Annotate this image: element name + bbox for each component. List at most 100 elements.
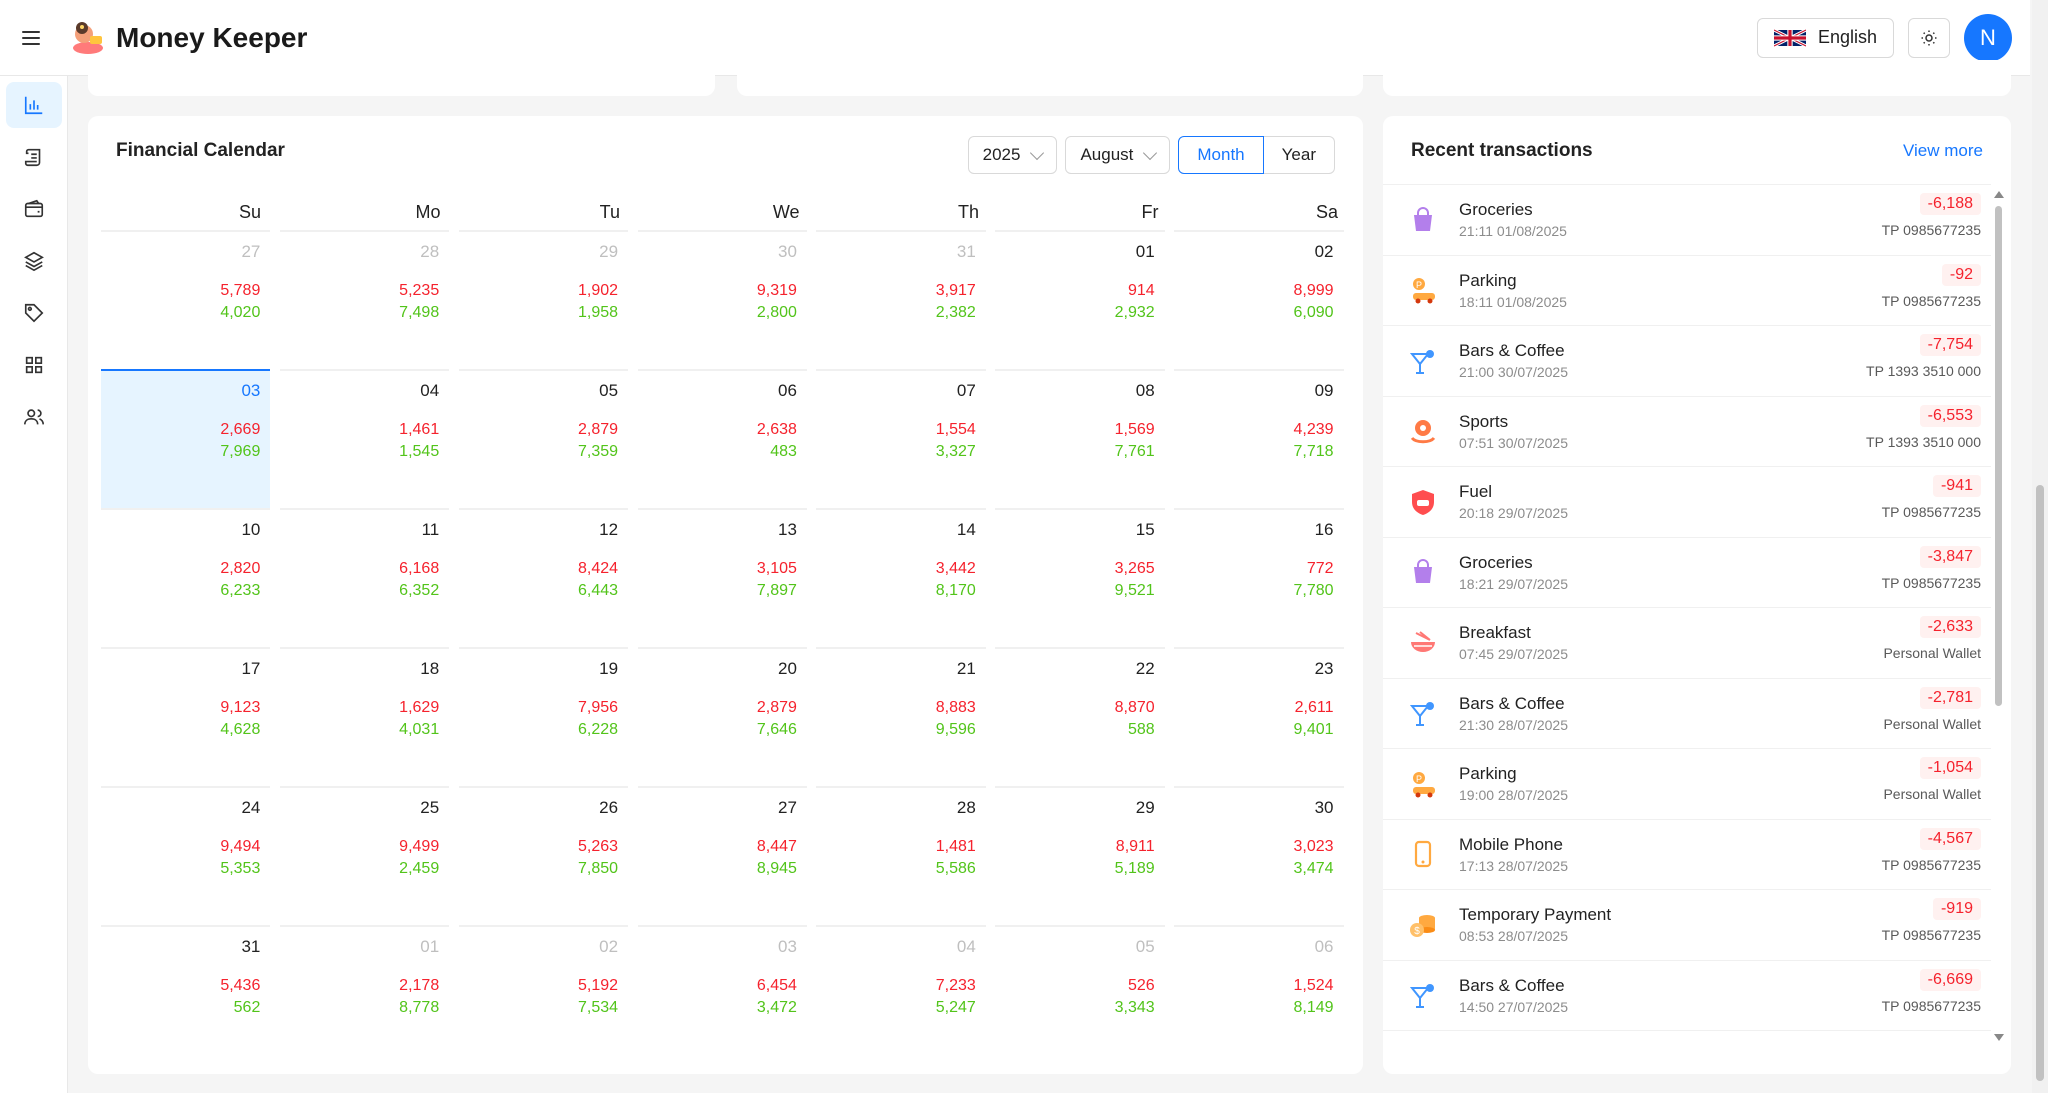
calendar-day-cell[interactable]: 07 1,554 3,327 <box>816 369 986 508</box>
day-number: 06 <box>1314 937 1334 956</box>
sidebar-item-wallets[interactable] <box>6 186 62 232</box>
calendar-day-cell[interactable]: 27 5,789 4,020 <box>101 230 271 369</box>
calendar-grid: 27 5,789 4,020 28 5,235 7,498 29 1,902 1,958 30 9,… <box>101 230 1353 1064</box>
calendar-day-cell[interactable]: 01 914 2,932 <box>995 230 1165 369</box>
calendar-day-cell[interactable]: 21 8,883 9,596 <box>816 647 986 786</box>
calendar-day-cell[interactable]: 04 7,233 5,247 <box>816 925 986 1064</box>
transaction-category: Groceries <box>1459 552 1533 572</box>
calendar-day-cell[interactable]: 03 6,454 3,472 <box>637 925 807 1064</box>
calendar-day-cell[interactable]: 25 9,499 2,459 <box>279 786 450 925</box>
calendar-day-cell[interactable]: 02 5,192 7,534 <box>458 925 629 1064</box>
view-more-link[interactable]: View more <box>1903 141 1983 160</box>
day-number: 29 <box>1135 798 1155 817</box>
day-income: 6,228 <box>578 721 619 738</box>
sidebar-item-transactions[interactable] <box>6 134 62 180</box>
transaction-row[interactable]: Sports 07:51 30/07/2025 -6,553 TP 1393 3510… <box>1383 397 1991 467</box>
calendar-day-cell[interactable]: 06 2,638 483 <box>637 369 807 508</box>
day-number: 13 <box>778 520 797 539</box>
transaction-row[interactable]: Fuel 20:18 29/07/2025 -941 TP 0985677235 <box>1383 467 1991 538</box>
day-number: 26 <box>599 798 619 817</box>
transaction-row[interactable]: Breakfast 07:45 29/07/2025 -2,633 Personal … <box>1383 608 1991 679</box>
calendar-day-cell[interactable]: 31 3,917 2,382 <box>816 230 986 369</box>
view-month-button[interactable]: Month <box>1178 136 1264 174</box>
weekday-label: We <box>772 202 800 222</box>
transaction-row[interactable]: P Parking 18:11 01/08/2025 -92 TP 0985677235 <box>1383 256 1991 326</box>
calendar-day-cell[interactable]: 05 526 3,343 <box>995 925 1165 1064</box>
calendar-day-cell[interactable]: 10 2,820 6,233 <box>101 508 271 647</box>
calendar-day-cell[interactable]: 16 772 7,780 <box>1174 508 1344 647</box>
theme-toggle-button[interactable] <box>1908 17 1950 58</box>
calendar-day-cell[interactable]: 15 3,265 9,521 <box>995 508 1165 647</box>
transaction-row[interactable]: Bars & Coffee 21:30 28/07/2025 -2,781 Perso… <box>1383 679 1991 749</box>
calendar-day-cell[interactable]: 08 1,569 7,761 <box>995 369 1165 508</box>
language-selector[interactable]: English <box>1756 17 1894 58</box>
calendar-day-cell[interactable]: 14 3,442 8,170 <box>816 508 986 647</box>
calendar-day-cell[interactable]: 23 2,611 9,401 <box>1174 647 1344 786</box>
calendar-day-cell[interactable]: 22 8,870 588 <box>995 647 1165 786</box>
sidebar-item-layers[interactable] <box>6 238 62 284</box>
calendar-day-cell[interactable]: 06 1,524 8,149 <box>1174 925 1344 1064</box>
calendar-day-cell[interactable]: 20 2,879 7,646 <box>637 647 807 786</box>
calendar-day-cell[interactable]: 26 5,263 7,850 <box>458 786 629 925</box>
calendar-day-cell[interactable]: 28 1,481 5,586 <box>816 786 986 925</box>
transaction-row[interactable]: Mobile Phone 17:13 28/07/2025 -4,567 TP 098… <box>1383 820 1991 890</box>
day-expense: 772 <box>1306 560 1334 577</box>
day-expense: 1,524 <box>1293 977 1334 994</box>
day-income: 3,474 <box>1293 860 1334 877</box>
calendar-day-cell[interactable]: 12 8,424 6,443 <box>458 508 629 647</box>
calendar-day-cell[interactable]: 01 2,178 8,778 <box>279 925 450 1064</box>
calendar-day-cell[interactable]: 31 5,436 562 <box>101 925 271 1064</box>
day-number: 06 <box>778 381 797 400</box>
transaction-row[interactable]: P Parking 19:00 28/07/2025 -1,054 Personal W… <box>1383 749 1991 820</box>
category-icon <box>1407 627 1439 659</box>
transaction-row[interactable]: Bars & Coffee 14:50 27/07/2025 -6,669 TP 09… <box>1383 961 1991 1031</box>
financial-calendar-card: Financial Calendar 2025 August Month Yea… <box>88 116 1363 1074</box>
calendar-day-cell[interactable]: 05 2,879 7,359 <box>458 369 629 508</box>
calendar-day-cell[interactable]: 17 9,123 4,628 <box>101 647 271 786</box>
calendar-day-cell[interactable]: 13 3,105 7,897 <box>637 508 807 647</box>
sidebar-item-dashboard[interactable] <box>6 82 62 128</box>
calendar-day-cell[interactable]: 29 8,911 5,189 <box>995 786 1165 925</box>
calendar-day-cell[interactable]: 29 1,902 1,958 <box>458 230 629 369</box>
month-select[interactable]: August <box>1065 136 1171 174</box>
transaction-row[interactable]: Bars & Coffee 21:00 30/07/2025 -7,754 TP 13… <box>1383 326 1991 397</box>
transaction-datetime: 21:00 30/07/2025 <box>1459 364 1568 381</box>
scroll-up-arrow[interactable] <box>1994 191 2004 198</box>
calendar-day-cell[interactable]: 24 9,494 5,353 <box>101 786 271 925</box>
day-income: 7,969 <box>220 443 261 460</box>
calendar-day-cell[interactable]: 27 8,447 8,945 <box>637 786 807 925</box>
day-expense: 5,235 <box>399 282 440 299</box>
sidebar-item-categories[interactable] <box>6 290 62 336</box>
sidebar-item-apps[interactable] <box>6 342 62 388</box>
calendar-day-cell[interactable]: 04 1,461 1,545 <box>279 369 450 508</box>
transaction-datetime: 21:30 28/07/2025 <box>1459 716 1568 733</box>
year-select[interactable]: 2025 <box>967 136 1058 174</box>
page-scroll-thumb[interactable] <box>2036 485 2044 1081</box>
scroll-down-arrow[interactable] <box>1994 1034 2004 1041</box>
sidebar-item-users[interactable] <box>6 394 62 440</box>
calendar-day-cell[interactable]: 02 8,999 6,090 <box>1174 230 1344 369</box>
phone-icon <box>1414 841 1432 868</box>
transaction-row[interactable]: $ Temporary Payment 08:53 28/07/2025 -919 TP… <box>1383 890 1991 961</box>
transaction-row[interactable]: Groceries 21:11 01/08/2025 -6,188 TP 098567… <box>1383 185 1991 256</box>
calendar-day-cell[interactable]: 30 3,023 3,474 <box>1174 786 1344 925</box>
view-year-button[interactable]: Year <box>1263 136 1335 174</box>
day-income: 5,586 <box>935 860 976 877</box>
calendar-week-row: 24 9,494 5,353 25 9,499 2,459 26 5,263 7,850 27 8,… <box>101 786 1353 925</box>
calendar-day-cell[interactable]: 30 9,319 2,800 <box>637 230 807 369</box>
transaction-wallet: TP 0985677235 <box>1881 856 1981 873</box>
user-avatar[interactable]: N <box>1964 13 2012 62</box>
calendar-day-cell[interactable]: 09 4,239 7,718 <box>1174 369 1344 508</box>
transactions-scroll-thumb[interactable] <box>1995 206 2002 706</box>
calendar-day-cell[interactable]: 28 5,235 7,498 <box>279 230 450 369</box>
calendar-day-today[interactable]: 03 2,669 7,969 <box>101 369 271 508</box>
menu-icon[interactable] <box>22 30 44 46</box>
calendar-day-cell[interactable]: 11 6,168 6,352 <box>279 508 450 647</box>
day-expense: 5,789 <box>220 282 261 299</box>
transaction-row[interactable]: Groceries 18:21 29/07/2025 -3,847 TP 098567… <box>1383 538 1991 608</box>
day-expense: 9,319 <box>756 282 797 299</box>
calendar-day-cell[interactable]: 18 1,629 4,031 <box>279 647 450 786</box>
day-income: 6,352 <box>399 582 440 599</box>
calendar-day-cell[interactable]: 19 7,956 6,228 <box>458 647 629 786</box>
day-expense: 6,454 <box>756 977 797 994</box>
